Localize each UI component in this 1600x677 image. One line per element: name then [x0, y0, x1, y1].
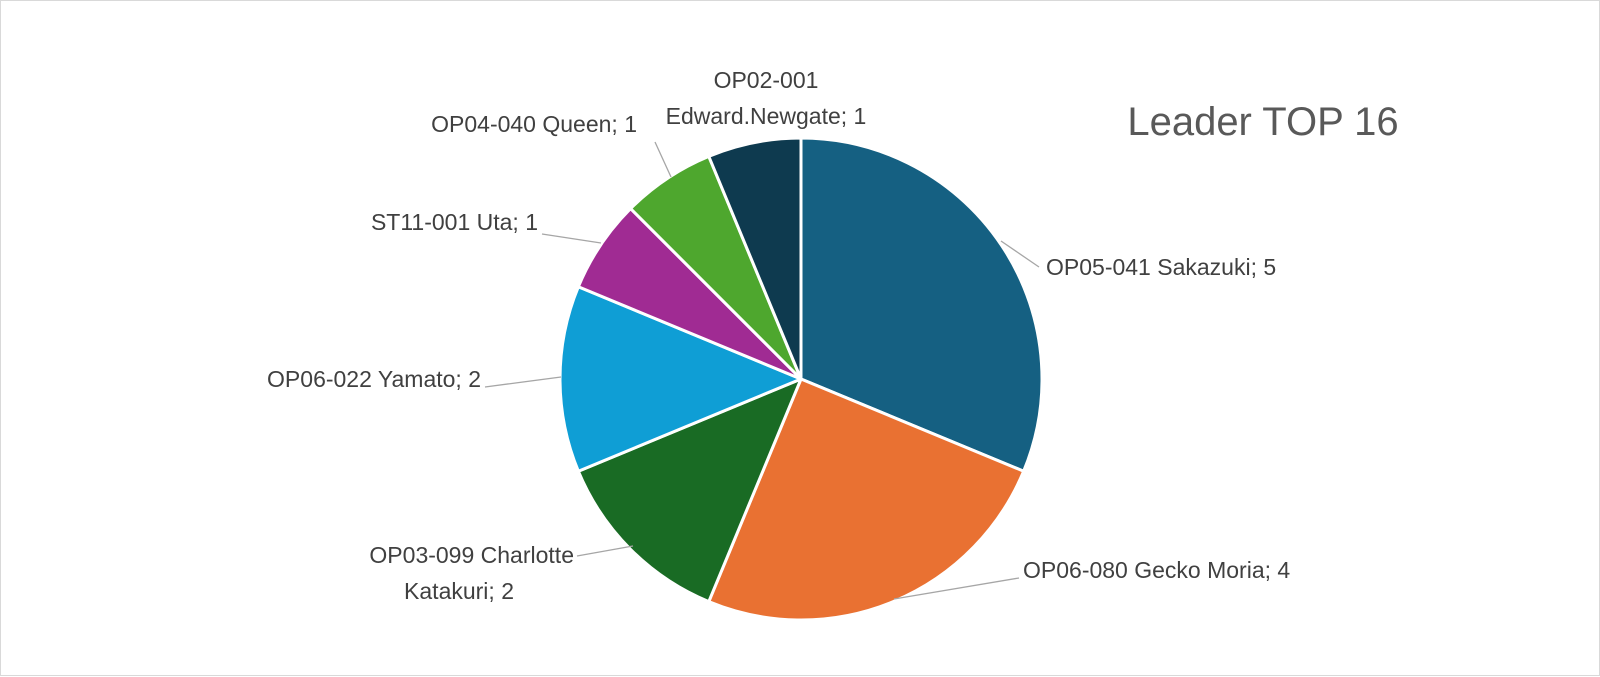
- data-label-line: OP05-041 Sakazuki; 5: [1046, 254, 1276, 280]
- data-label-line: Katakuri; 2: [404, 578, 514, 604]
- leader-line: [541, 233, 602, 244]
- pie-slices: [558, 136, 1044, 622]
- data-label: OP03-099 Charlotte Katakuri; 2: [369, 542, 574, 604]
- leader-line: [484, 376, 562, 388]
- pie-slice: [576, 377, 803, 604]
- data-label: OP06-080 Gecko Moria; 4: [1023, 557, 1290, 583]
- data-label-line: ST11-001 Uta; 1: [371, 209, 538, 235]
- data-label-line: OP04-040 Queen; 1: [431, 111, 637, 137]
- leader-line: [654, 141, 672, 178]
- data-label: OP04-040 Queen; 1: [431, 111, 637, 137]
- chart-title: Leader TOP 16: [1127, 100, 1398, 144]
- data-label-line: OP06-080 Gecko Moria; 4: [1023, 557, 1290, 583]
- pie-slice: [707, 136, 803, 381]
- data-label-line: OP03-099 Charlotte: [369, 542, 574, 568]
- leader-lines: [484, 141, 1040, 600]
- data-label-line: OP02-001: [714, 67, 819, 93]
- pie-slice: [799, 136, 1044, 473]
- leader-line: [893, 577, 1020, 600]
- pie-slice: [707, 377, 1026, 622]
- data-label-line: OP06-022 Yamato; 2: [267, 366, 481, 392]
- leader-line: [576, 545, 634, 557]
- data-label: OP06-022 Yamato; 2: [267, 366, 481, 392]
- data-label: OP05-041 Sakazuki; 5: [1046, 254, 1276, 280]
- data-label: OP02-001 Edward.Newgate; 1: [666, 67, 867, 129]
- leader-line: [1000, 240, 1040, 268]
- data-label: ST11-001 Uta; 1: [371, 209, 538, 235]
- data-label-line: Edward.Newgate; 1: [666, 103, 867, 129]
- data-labels: OP05-041 Sakazuki; 5 OP06-080 Gecko Moria…: [267, 67, 1290, 604]
- pie-slice: [558, 285, 803, 473]
